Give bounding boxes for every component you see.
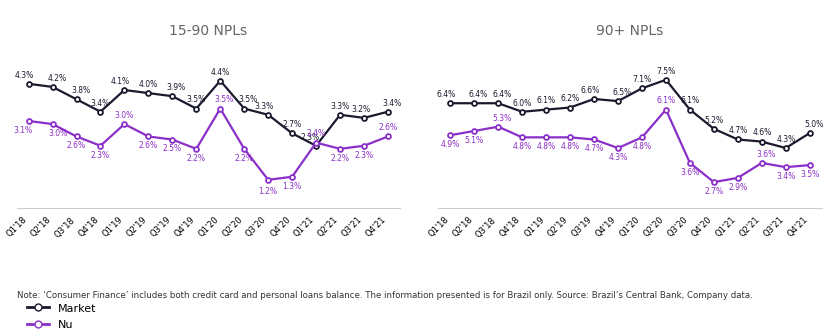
- Text: 3.3%: 3.3%: [255, 102, 274, 111]
- Text: 2.6%: 2.6%: [139, 141, 158, 150]
- Text: 6.0%: 6.0%: [513, 98, 532, 108]
- Text: 2.6%: 2.6%: [378, 123, 398, 132]
- Title: 90+ NPLs: 90+ NPLs: [597, 24, 664, 38]
- Text: 1.3%: 1.3%: [282, 182, 302, 191]
- Text: 2.7%: 2.7%: [282, 120, 302, 129]
- Text: 3.4%: 3.4%: [776, 172, 795, 181]
- Text: 5.2%: 5.2%: [705, 116, 724, 125]
- Text: 4.2%: 4.2%: [47, 74, 66, 83]
- Title: 15-90 NPLs: 15-90 NPLs: [169, 24, 247, 38]
- Text: 2.2%: 2.2%: [235, 154, 254, 163]
- Text: 3.4%: 3.4%: [90, 98, 110, 108]
- Text: 6.6%: 6.6%: [580, 86, 599, 95]
- Text: 2.3%: 2.3%: [91, 151, 110, 160]
- Text: 4.8%: 4.8%: [536, 142, 556, 151]
- Text: 4.1%: 4.1%: [110, 77, 129, 86]
- Text: 2.2%: 2.2%: [187, 154, 206, 163]
- Text: 2.7%: 2.7%: [705, 187, 724, 196]
- Text: 4.8%: 4.8%: [560, 142, 579, 151]
- Text: 3.3%: 3.3%: [330, 102, 349, 111]
- Text: 2.9%: 2.9%: [728, 183, 747, 192]
- Text: 1.2%: 1.2%: [259, 188, 278, 197]
- Text: 3.6%: 3.6%: [756, 150, 775, 159]
- Text: 3.1%: 3.1%: [13, 126, 32, 135]
- Text: 5.1%: 5.1%: [465, 136, 484, 145]
- Text: 6.5%: 6.5%: [613, 88, 632, 97]
- Legend: Market, Nu: Market, Nu: [22, 298, 100, 335]
- Text: 4.6%: 4.6%: [752, 128, 771, 137]
- Text: 6.1%: 6.1%: [536, 96, 556, 106]
- Text: 5.3%: 5.3%: [493, 114, 512, 123]
- Text: 4.3%: 4.3%: [15, 71, 34, 80]
- Text: 6.4%: 6.4%: [493, 90, 512, 99]
- Text: 3.0%: 3.0%: [115, 111, 134, 120]
- Text: 2.3%: 2.3%: [301, 133, 320, 142]
- Text: 6.1%: 6.1%: [657, 96, 676, 106]
- Text: 2.4%: 2.4%: [306, 130, 325, 138]
- Text: 4.3%: 4.3%: [776, 135, 795, 144]
- Text: 4.0%: 4.0%: [139, 80, 158, 89]
- Text: 6.1%: 6.1%: [681, 96, 700, 106]
- Text: 3.5%: 3.5%: [239, 95, 258, 105]
- Text: 3.0%: 3.0%: [48, 129, 68, 138]
- Text: 6.4%: 6.4%: [437, 90, 456, 99]
- Text: 3.4%: 3.4%: [383, 98, 402, 108]
- Text: 2.6%: 2.6%: [67, 141, 86, 150]
- Text: 5.0%: 5.0%: [804, 120, 823, 129]
- Text: 4.4%: 4.4%: [211, 68, 230, 77]
- Text: Note: ‘Consumer Finance’ includes both credit card and personal loans balance. T: Note: ‘Consumer Finance’ includes both c…: [17, 291, 752, 300]
- Text: 3.8%: 3.8%: [71, 86, 90, 95]
- Text: 3.6%: 3.6%: [681, 168, 700, 177]
- Text: 4.3%: 4.3%: [608, 153, 627, 162]
- Text: 6.2%: 6.2%: [560, 94, 579, 103]
- Text: 4.9%: 4.9%: [441, 140, 460, 149]
- Text: 2.5%: 2.5%: [163, 144, 182, 153]
- Text: 4.7%: 4.7%: [728, 126, 748, 135]
- Text: 3.5%: 3.5%: [187, 95, 206, 105]
- Text: 2.2%: 2.2%: [330, 154, 349, 163]
- Text: 2.3%: 2.3%: [354, 151, 374, 160]
- Text: 3.5%: 3.5%: [800, 170, 819, 179]
- Text: 7.5%: 7.5%: [657, 67, 676, 76]
- Text: 4.8%: 4.8%: [513, 142, 532, 151]
- Text: 3.5%: 3.5%: [215, 95, 234, 105]
- Text: 3.2%: 3.2%: [352, 105, 371, 114]
- Text: 4.7%: 4.7%: [584, 144, 603, 153]
- Text: 7.1%: 7.1%: [632, 75, 652, 84]
- Text: 3.9%: 3.9%: [167, 83, 186, 92]
- Text: 4.8%: 4.8%: [632, 142, 652, 151]
- Text: 6.4%: 6.4%: [469, 90, 488, 99]
